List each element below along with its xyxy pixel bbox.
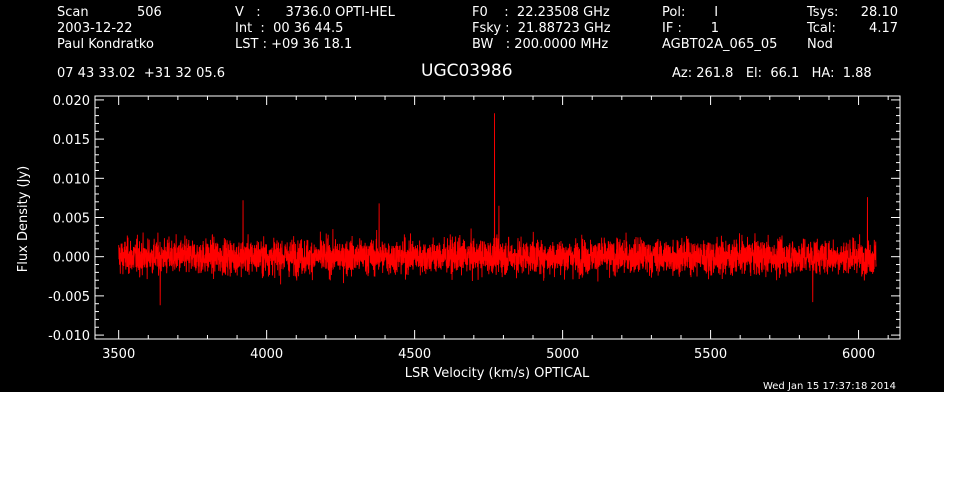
- switching-mode: Nod: [807, 37, 833, 52]
- scan-label: Scan: [57, 5, 89, 20]
- x-tick-label: 3500: [102, 347, 135, 362]
- y-tick-label: 0.015: [53, 133, 90, 148]
- velocity-info: V : 3736.0 OPTI-HEL: [235, 5, 395, 20]
- if-number: IF : 1: [662, 21, 720, 36]
- polarization: Pol: I: [662, 5, 719, 20]
- sky-frequency: Fsky : 21.88723 GHz: [472, 21, 611, 36]
- observation-date: 2003-12-22: [57, 21, 133, 36]
- integration-time: Int : 00 36 44.5: [235, 21, 344, 36]
- x-tick-label: 5000: [546, 347, 579, 362]
- tsys-value: 28.10: [860, 5, 898, 20]
- object-name: UGC03986: [421, 61, 513, 81]
- y-axis-label: Flux Density (Jy): [16, 166, 31, 272]
- tsys-label: Tsys:: [807, 5, 839, 20]
- az-el-ha: Az: 261.8 El: 66.1 HA: 1.88: [672, 66, 872, 81]
- tcal-value: 4.17: [869, 21, 898, 36]
- plot-frame: [94, 95, 901, 340]
- observer-name: Paul Kondratko: [57, 37, 154, 52]
- y-tick-label: -0.010: [48, 329, 90, 344]
- timestamp: Wed Jan 15 17:37:18 2014: [763, 381, 896, 392]
- x-tick-label: 6000: [842, 347, 875, 362]
- scan-number: 506: [137, 5, 162, 20]
- project-id: AGBT02A_065_05: [662, 37, 778, 52]
- y-tick-label: 0.010: [53, 172, 90, 187]
- y-tick-label: 0.005: [53, 212, 90, 227]
- x-tick-label: 4500: [398, 347, 431, 362]
- x-axis-label: LSR Velocity (km/s) OPTICAL: [405, 366, 590, 381]
- y-tick-label: 0.000: [53, 251, 90, 266]
- tcal-label: Tcal:: [807, 21, 836, 36]
- bandwidth: BW : 200.0000 MHz: [472, 37, 609, 52]
- spectrum-trace: [118, 113, 877, 306]
- x-tick-label: 4000: [250, 347, 283, 362]
- lst-info: LST : +09 36 18.1: [235, 37, 353, 52]
- y-tick-label: -0.005: [48, 290, 90, 305]
- y-tick-label: 0.020: [53, 94, 90, 109]
- source-coordinates: 07 43 33.02 +31 32 05.6: [57, 66, 226, 81]
- spectrum-chart: 3500 4000 4500 5000 5500 6000 -0.010 -0.005 0.00…: [16, 94, 901, 392]
- x-tick-label: 5500: [694, 347, 727, 362]
- plot-panel: Scan 506 2003-12-22 Paul Kondratko V : 3…: [0, 0, 944, 392]
- rest-frequency: F0 : 22.23508 GHz: [472, 5, 610, 20]
